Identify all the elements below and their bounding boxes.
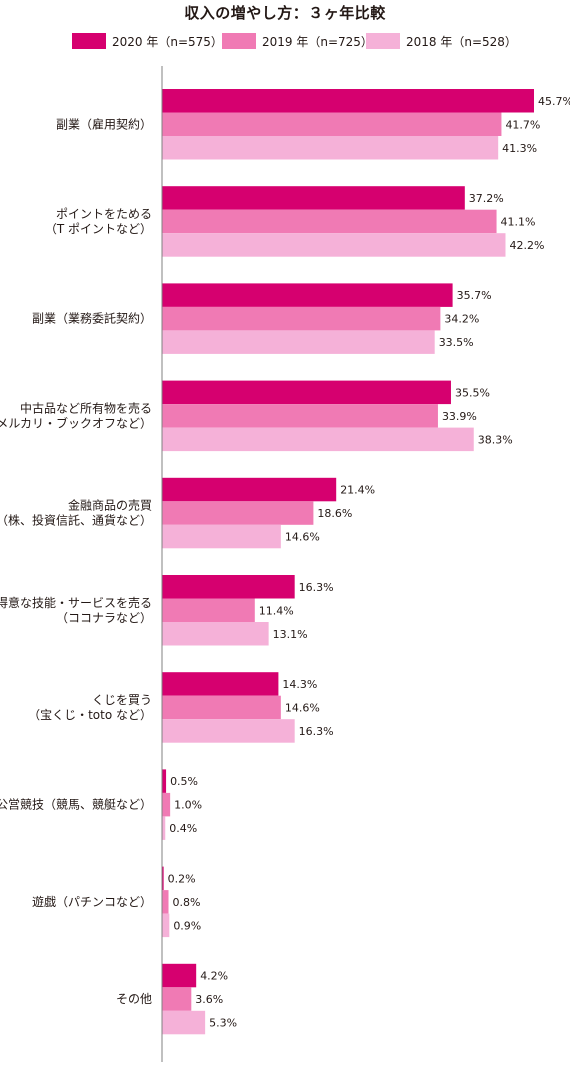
bar [162, 306, 441, 331]
legend-swatch-2020 [72, 33, 106, 49]
legend-swatch-2019 [222, 33, 256, 49]
bar [162, 719, 295, 743]
chart-title: 収入の増やし方：３ヶ年比較 [184, 4, 386, 22]
bar [162, 427, 474, 452]
data-label: 41.7% [505, 118, 540, 131]
legend-item-2018: 2018 年（n=528） [366, 32, 517, 50]
bar [162, 209, 497, 234]
data-label: 38.3% [478, 433, 513, 446]
data-label: 42.2% [510, 239, 545, 252]
bar [162, 477, 337, 502]
bar [162, 913, 170, 938]
category-label: 公営競技（競馬、競艇など） [0, 797, 152, 812]
legend-label-2019: 2019 年（n=725） [262, 34, 373, 49]
legend-label-2020: 2020 年（n=575） [112, 34, 223, 49]
category-label: 得意な技能・サービスを売る [0, 595, 152, 610]
category-label: （メルカリ・ブックオフなど） [0, 415, 152, 430]
bar [162, 866, 164, 891]
bar [162, 501, 314, 525]
bar [162, 524, 281, 549]
bar [162, 963, 197, 988]
data-label: 5.3% [209, 1017, 237, 1030]
data-label: 41.3% [502, 142, 537, 155]
bar [162, 890, 169, 914]
bar [162, 1010, 206, 1035]
data-label: 35.5% [455, 386, 490, 399]
legend-label-2018: 2018 年（n=528） [406, 34, 517, 49]
data-label: 11.4% [259, 604, 294, 617]
bar [162, 89, 534, 113]
data-label: 0.8% [173, 896, 201, 909]
data-label: 41.1% [501, 215, 536, 228]
bar [162, 404, 438, 428]
data-label: 16.3% [299, 725, 334, 738]
data-label: 0.9% [173, 919, 201, 932]
data-label: 13.1% [273, 628, 308, 641]
legend: 2020 年（n=575） 2019 年（n=725） 2018 年（n=528… [0, 32, 570, 50]
bar [162, 672, 279, 696]
data-label: 18.6% [317, 507, 352, 520]
category-label: その他 [116, 992, 152, 1006]
bar [162, 380, 451, 405]
data-label: 0.5% [170, 775, 198, 788]
category-label: 副業（業務委託契約） [32, 311, 152, 326]
bar [162, 112, 502, 136]
category-label: 遊戯（パチンコなど） [32, 894, 152, 909]
bar [162, 598, 255, 622]
bar [162, 792, 171, 817]
data-label: 16.3% [299, 581, 334, 594]
bar [162, 575, 295, 599]
data-label: 0.4% [169, 822, 197, 835]
data-label: 21.4% [340, 484, 375, 497]
data-label: 3.6% [195, 993, 223, 1006]
data-label: 14.3% [282, 678, 317, 691]
category-label: （ココナラなど） [56, 611, 152, 625]
bar [162, 987, 192, 1011]
category-label: （株、投資信託、通貨など） [0, 513, 152, 528]
data-label: 4.2% [200, 970, 228, 983]
data-label: 1.0% [174, 799, 202, 812]
category-label: （宝くじ・toto など） [28, 708, 152, 722]
bar [162, 816, 166, 840]
category-label: くじを買う [92, 693, 152, 707]
bar [162, 769, 167, 793]
bar [162, 233, 506, 257]
bar [162, 695, 281, 720]
category-label: 金融商品の売買 [68, 498, 152, 513]
data-label: 45.7% [538, 95, 570, 108]
bar [162, 186, 465, 210]
bar [162, 283, 453, 307]
bar [162, 330, 435, 354]
data-label: 14.6% [285, 531, 320, 544]
legend-swatch-2018 [366, 33, 400, 49]
category-label: 副業（雇用契約） [56, 116, 152, 131]
category-label: （T ポイントなど） [45, 222, 152, 236]
legend-item-2019: 2019 年（n=725） [222, 32, 373, 50]
data-label: 35.7% [457, 289, 492, 302]
bar [162, 622, 269, 646]
data-label: 33.9% [442, 410, 477, 423]
category-label: ポイントをためる [56, 207, 152, 221]
legend-item-2020: 2020 年（n=575） [72, 32, 223, 50]
data-label: 14.6% [285, 701, 320, 714]
bar [162, 136, 499, 160]
data-label: 37.2% [469, 192, 504, 205]
category-label: 中古品など所有物を売る [20, 400, 152, 415]
data-label: 0.2% [168, 872, 196, 885]
data-label: 34.2% [444, 313, 479, 326]
data-label: 33.5% [439, 336, 474, 349]
